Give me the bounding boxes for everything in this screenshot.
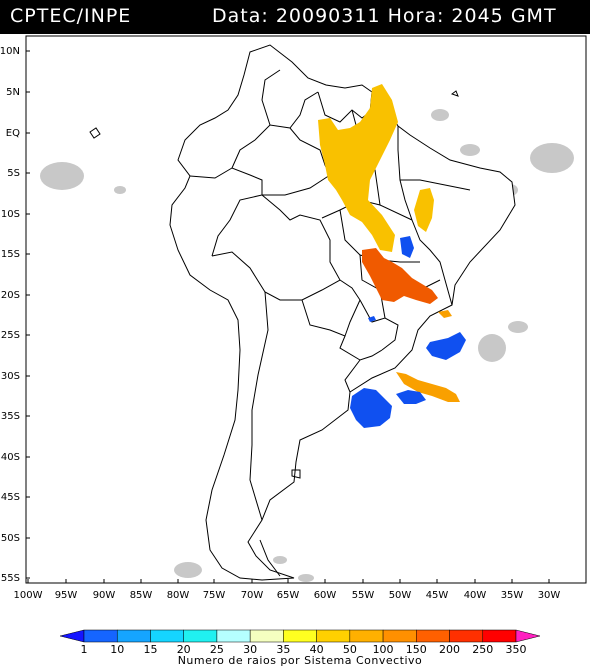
colorbar-swatch <box>116 629 151 643</box>
lat-label: 40S <box>1 452 20 463</box>
lon-label: 40W <box>464 590 487 601</box>
colorbar-label: 20 <box>177 643 191 654</box>
colorbar-swatch <box>416 629 450 643</box>
colorbar-label: 1 <box>81 643 88 654</box>
colorbar-swatch <box>150 629 184 643</box>
system-atlantic-blue <box>426 332 466 360</box>
date-value: 20090311 <box>275 5 381 27</box>
system-uruguay-blue <box>396 390 426 404</box>
colorbar-label: 35 <box>276 643 290 654</box>
system-west-blue <box>400 236 414 258</box>
lon-label: 95W <box>55 590 78 601</box>
system-northeast-yellow <box>414 188 434 232</box>
colorbar-label: 15 <box>143 643 157 654</box>
lat-label: 35S <box>1 411 20 422</box>
convective-systems <box>318 84 466 428</box>
lon-label: 80W <box>167 590 190 601</box>
lon-label: 100W <box>14 590 43 601</box>
lon-label: 65W <box>277 590 300 601</box>
hour-label: Hora: <box>387 5 445 27</box>
longitude-axis: 100W 95W 90W 85W 80W 75W 70W 65W 60W 55W… <box>14 590 561 601</box>
lat-label: 45S <box>1 492 20 503</box>
colorbar-label: 350 <box>506 643 527 654</box>
colorbar-title: Numero de raios por Sistema Convectivo <box>177 654 423 667</box>
colorbar-label: 25 <box>210 643 224 654</box>
colorbar-swatch <box>382 629 417 643</box>
lon-label: 45W <box>426 590 449 601</box>
colorbar-swatch <box>449 629 484 643</box>
system-small-blue <box>368 316 376 322</box>
colorbar-label: 150 <box>406 643 427 654</box>
lat-label: 25S <box>1 330 20 341</box>
lat-label: 15S <box>1 249 20 260</box>
colorbar-swatch <box>183 629 218 643</box>
system-pampas-blue <box>350 388 392 428</box>
colorbar-swatch <box>316 629 351 643</box>
lon-label: 60W <box>314 590 337 601</box>
lon-label: 30W <box>538 590 561 601</box>
lon-label: 85W <box>130 590 153 601</box>
colorbar-label: 100 <box>373 643 394 654</box>
colorbar-label: 50 <box>343 643 357 654</box>
lon-label: 75W <box>203 590 226 601</box>
lon-label: 35W <box>501 590 524 601</box>
lightning-map: 10N 5N EQ 5S 10S 15S 20S 25S 30S 35S 40S… <box>0 35 587 601</box>
lat-label: 10N <box>0 46 20 57</box>
lon-label: 50W <box>389 590 412 601</box>
colorbar-arrow-low <box>59 629 85 643</box>
lat-label: 10S <box>1 209 20 220</box>
lon-label: 55W <box>352 590 375 601</box>
lat-label: 55S <box>1 573 20 584</box>
lat-label: 20S <box>1 290 20 301</box>
colorbar-label: 250 <box>472 643 493 654</box>
agency-label: CPTEC/INPE <box>10 5 132 27</box>
south-america-coastline <box>169 44 516 581</box>
system-coast-orange <box>438 310 452 318</box>
colorbar-label: 40 <box>310 643 324 654</box>
colorbar-swatch <box>83 629 118 643</box>
timezone-label: GMT <box>510 5 557 27</box>
system-amazon-yellow <box>318 84 398 252</box>
colorbar-label: 30 <box>243 643 257 654</box>
title-bar: CPTEC/INPE Data: 20090311 Hora: 2045 GMT <box>0 0 590 34</box>
colorbar-swatch <box>249 629 284 643</box>
lat-label: 30S <box>1 371 20 382</box>
latitude-axis: 10N 5N EQ 5S 10S 15S 20S 25S 30S 35S 40S… <box>0 46 20 584</box>
lon-label: 70W <box>241 590 264 601</box>
lon-label: 90W <box>93 590 116 601</box>
lat-label: 5N <box>6 87 20 98</box>
date-label: Data: <box>212 5 269 27</box>
timestamp-label: Data: 20090311 Hora: 2045 GMT <box>212 5 557 27</box>
longitude-ticks <box>27 579 550 583</box>
lat-label: 50S <box>1 533 20 544</box>
colorbar-swatch <box>283 629 317 643</box>
colorbar-arrow-high <box>515 629 541 643</box>
lat-label: 5S <box>7 168 20 179</box>
lat-label: EQ <box>6 128 20 139</box>
latitude-ticks <box>26 50 30 579</box>
colorbar-swatch <box>349 629 384 643</box>
colorbar: 1 10 15 20 25 30 35 40 50 100 150 200 250 350 <box>59 629 541 654</box>
colorbar-swatch <box>216 629 251 643</box>
colorbar-label: 200 <box>439 643 460 654</box>
system-center-orange <box>362 248 438 304</box>
hour-value: 2045 <box>451 5 504 27</box>
colorbar-swatch <box>482 629 517 643</box>
colorbar-label: 10 <box>110 643 124 654</box>
system-south-orange <box>396 372 460 402</box>
islands <box>89 90 459 139</box>
